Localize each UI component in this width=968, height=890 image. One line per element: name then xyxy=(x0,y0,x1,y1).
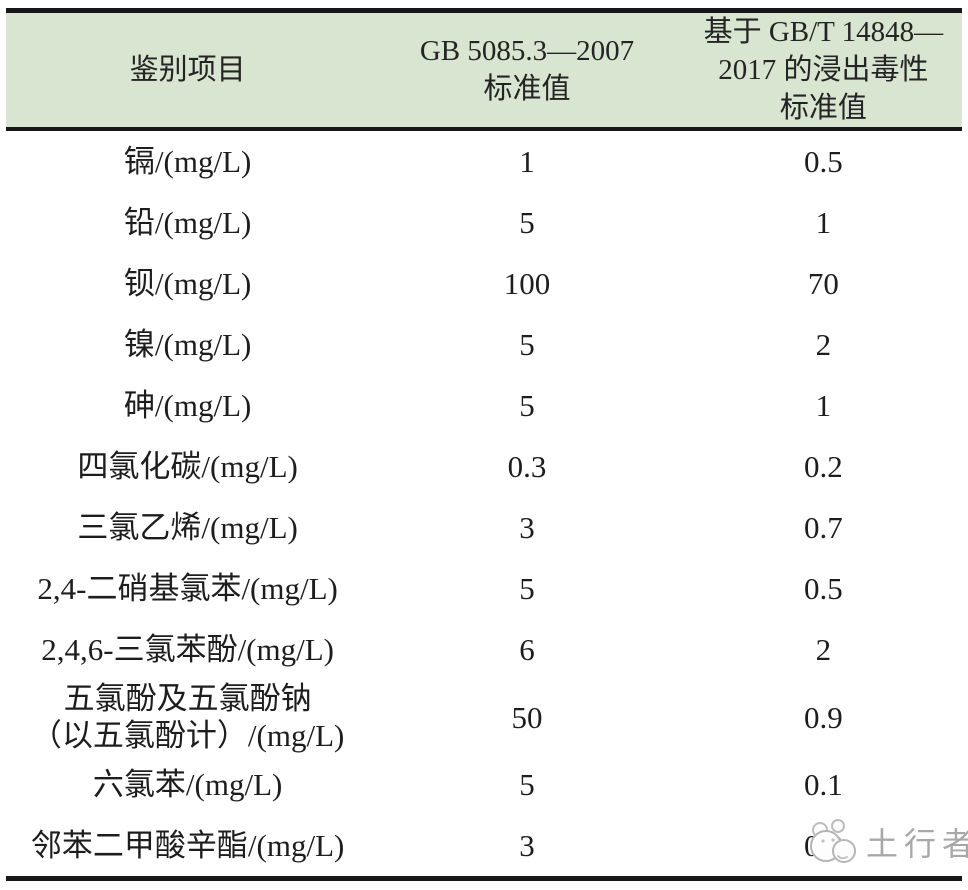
watermark: 土行者 xyxy=(808,818,968,866)
header-cell-item: 鉴别项目 xyxy=(6,10,370,131)
table-row: 六氯苯/(mg/L) 5 0.1 xyxy=(6,754,962,815)
table-row: 钡/(mg/L) 100 70 xyxy=(6,253,962,314)
cell-gb5085: 3 xyxy=(519,510,535,545)
cell-gb5085: 5 xyxy=(519,571,535,606)
table-row: 2,4-二硝基氯苯/(mg/L) 5 0.5 xyxy=(6,558,962,619)
table-header: 鉴别项目 GB 5085.3—2007 标准值 基于 GB/T 14848— 2… xyxy=(6,10,962,131)
cell-item: 邻苯二甲酸辛酯/(mg/L) xyxy=(30,828,345,863)
cell-gb5085: 0.3 xyxy=(507,449,547,484)
cell-item: 砷/(mg/L) xyxy=(123,388,252,423)
table-row: 四氯化碳/(mg/L) 0.3 0.2 xyxy=(6,436,962,497)
cell-gb14848: 2 xyxy=(815,632,832,667)
cell-item: 五氯酚及五氯酚钠 （以五氯酚计）/(mg/L) xyxy=(30,681,345,753)
cell-gb14848: 70 xyxy=(807,266,839,301)
cell-gb14848: 0.2 xyxy=(803,449,843,484)
cell-gb5085: 5 xyxy=(519,327,535,362)
cell-gb5085: 3 xyxy=(519,828,535,863)
cell-gb14848: 1 xyxy=(815,388,832,423)
cell-item: 铅/(mg/L) xyxy=(123,205,252,240)
header-row: 鉴别项目 GB 5085.3—2007 标准值 基于 GB/T 14848— 2… xyxy=(6,10,962,131)
cell-gb5085: 5 xyxy=(519,388,535,423)
cell-gb5085: 5 xyxy=(519,205,535,240)
watermark-label: 土行者 xyxy=(866,826,968,862)
table-row: 铅/(mg/L) 5 1 xyxy=(6,192,962,253)
table-row: 2,4,6-三氯苯酚/(mg/L) 6 2 xyxy=(6,619,962,680)
header-cell-gb14848: 基于 GB/T 14848— 2017 的浸出毒性 标准值 xyxy=(684,10,962,131)
header-cell-gb5085: GB 5085.3—2007 标准值 xyxy=(369,10,685,131)
standards-table: 鉴别项目 GB 5085.3—2007 标准值 基于 GB/T 14848— 2… xyxy=(6,8,962,881)
cell-gb14848: 0.5 xyxy=(803,144,843,179)
table-row: 镉/(mg/L) 1 0.5 xyxy=(6,129,962,192)
cell-item: 六氯苯/(mg/L) xyxy=(92,767,283,802)
cell-gb14848: 0.5 xyxy=(803,571,843,606)
cell-gb14848: 2 xyxy=(815,327,832,362)
table-body: 镉/(mg/L) 1 0.5 铅/(mg/L) 5 1 钡/(mg/L) 100… xyxy=(6,129,962,879)
cell-item: 2,4,6-三氯苯酚/(mg/L) xyxy=(41,632,334,667)
cell-gb14848: 1 xyxy=(815,205,832,240)
table-row: 五氯酚及五氯酚钠 （以五氯酚计）/(mg/L) 50 0.9 xyxy=(6,680,962,754)
cell-item: 2,4-二硝基氯苯/(mg/L) xyxy=(37,571,338,606)
cell-gb5085: 50 xyxy=(511,699,543,735)
cell-item: 三氯乙烯/(mg/L) xyxy=(77,510,298,545)
cell-gb14848: 0.9 xyxy=(803,699,843,735)
cell-gb5085: 6 xyxy=(519,632,535,667)
cell-item: 钡/(mg/L) xyxy=(123,266,252,301)
cell-gb5085: 5 xyxy=(519,767,535,802)
cell-gb5085: 100 xyxy=(503,266,551,301)
table-row: 镍/(mg/L) 5 2 xyxy=(6,314,962,375)
cell-gb14848: 0.7 xyxy=(803,510,843,545)
cell-item: 镍/(mg/L) xyxy=(123,327,252,362)
table-row: 砷/(mg/L) 5 1 xyxy=(6,375,962,436)
table-row: 三氯乙烯/(mg/L) 3 0.7 xyxy=(6,497,962,558)
cell-item: 镉/(mg/L) xyxy=(123,144,252,179)
cell-item: 四氯化碳/(mg/L) xyxy=(77,449,298,484)
cell-gb14848: 0.1 xyxy=(803,767,843,802)
cell-gb5085: 1 xyxy=(519,144,535,179)
mascot-icon xyxy=(810,819,856,863)
